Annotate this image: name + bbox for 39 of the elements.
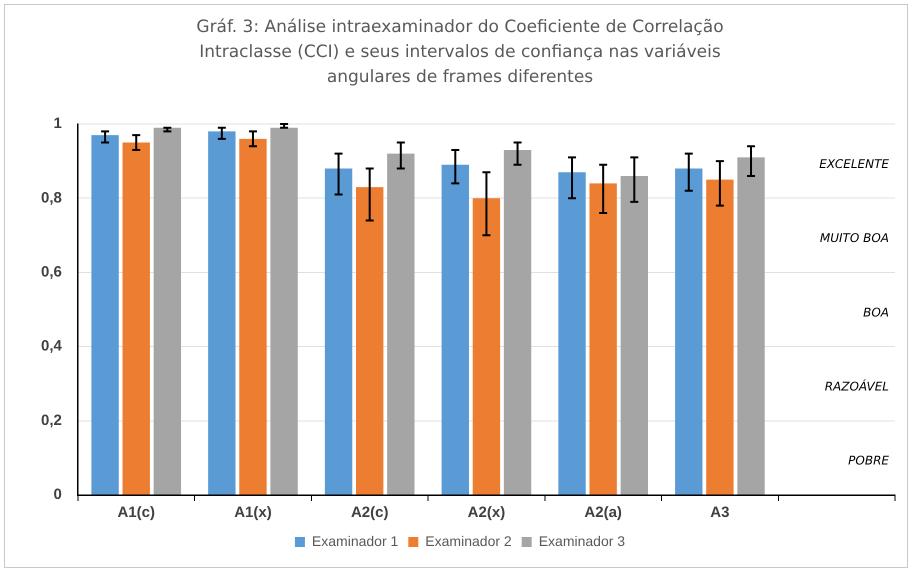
bar: [270, 128, 298, 494]
x-tick-label: A3: [710, 504, 730, 522]
x-tick-label: A1(c): [117, 504, 155, 522]
legend-label: Examinador 3: [538, 532, 626, 549]
y-tick-label: 0,6: [40, 264, 62, 281]
bar: [504, 150, 532, 494]
y-tick-label: 0: [54, 486, 62, 504]
bar: [239, 138, 267, 494]
bar: [387, 154, 415, 494]
bar: [442, 164, 469, 494]
bar: [737, 157, 765, 494]
chart-title: Gráf. 3: Análise intraexaminador do Coeficiente de Correlação Intraclasse (CCI) e seus intervalos de confiança nas variáveis angulares de frames diferentes: [195, 16, 725, 89]
x-tick-label: A1(x): [234, 504, 272, 522]
legend-label: Examinador 2: [425, 532, 512, 549]
bar: [472, 198, 500, 494]
bar: [620, 176, 648, 494]
x-tick-label: A2(c): [350, 504, 388, 522]
bar: [324, 168, 352, 494]
annotation: POBRE: [848, 454, 890, 468]
annotation: MUITO BOA: [820, 231, 889, 246]
y-tick-label: 1: [54, 115, 62, 132]
x-tick-label: A2(x): [468, 504, 506, 522]
bar: [706, 180, 734, 494]
annotation: BOA: [863, 305, 889, 320]
y-tick-label: 0,2: [40, 412, 62, 429]
bar: [558, 172, 586, 494]
bar: [589, 183, 617, 494]
bar: [356, 187, 384, 494]
bar: [208, 131, 236, 494]
bar: [91, 135, 119, 494]
y-tick-label: 0,8: [40, 189, 62, 206]
x-tick-label: A2(a): [584, 504, 622, 522]
annotation: RAZOÁVEL: [824, 378, 889, 394]
annotation: EXCELENTE: [819, 156, 890, 171]
bar: [675, 168, 702, 494]
bar: [122, 142, 150, 494]
legend-label: Examinador 1: [312, 532, 399, 549]
y-tick-label: 0,4: [40, 338, 62, 355]
bar: [154, 128, 182, 494]
